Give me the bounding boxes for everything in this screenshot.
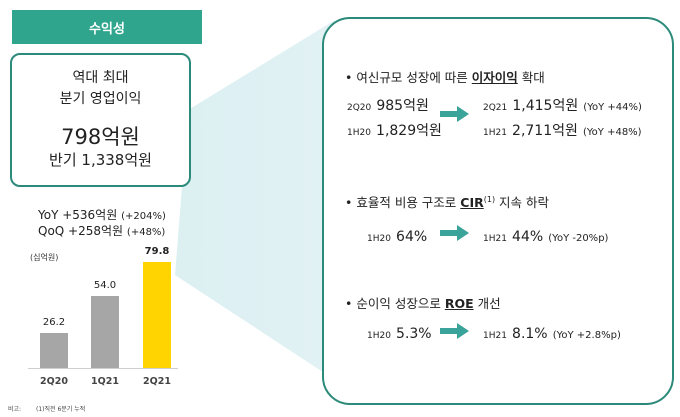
bullet-dot: •	[345, 70, 353, 85]
bullet-pre: 여신규모 성장에 따른	[356, 70, 472, 85]
metric-to: 2Q21 1,415억원 (YoY +44%)	[483, 95, 642, 115]
bar-1Q21	[91, 296, 119, 368]
bullet-sup: (1)	[483, 194, 496, 204]
yoy-note: (YoY -20%p)	[548, 233, 609, 244]
kpi-box: 역대 최대 분기 영업이익 798억원 반기 1,338억원	[10, 53, 191, 187]
period-label: 2Q21	[483, 103, 508, 113]
section-header: 수익성	[12, 10, 202, 44]
bullet-post: 개선	[473, 296, 501, 311]
x-tick-label: 1Q21	[91, 376, 119, 387]
qoq-pct: (+48%)	[126, 227, 166, 238]
metric-from: 1H20 5.3%	[367, 323, 432, 342]
bar-2Q21	[143, 262, 171, 368]
bar-value-label: 26.2	[42, 317, 66, 329]
metric-value: 44%	[512, 229, 544, 245]
metric-to: 1H21 2,711억원 (YoY +48%)	[483, 120, 642, 140]
qoq-text: QoQ +258억원	[38, 224, 124, 238]
metric-value: 5.3%	[396, 326, 432, 342]
metric-value: 64%	[396, 229, 428, 245]
kpi-line2: 분기 영업이익	[59, 91, 142, 107]
arrow-right-icon	[440, 323, 469, 339]
qoq-growth: QoQ +258억원 (+48%)	[38, 222, 165, 239]
bullet-key: ROE	[444, 296, 474, 311]
bullet-key: 이자이익	[471, 70, 518, 85]
metric-value: 1,829억원	[376, 123, 442, 139]
metric-to: 1H21 8.1% (YoY +2.8%p)	[483, 323, 621, 342]
bullet-pre: 효율적 비용 구조로	[356, 195, 461, 210]
yoy-text: YoY +536억원	[38, 208, 118, 222]
period-label: 1H20	[367, 331, 391, 341]
period-label: 1H21	[483, 331, 507, 341]
bullet-dot: •	[345, 296, 353, 311]
metric-from: 2Q20 985억원	[347, 95, 429, 115]
metric-value: 1,415억원	[512, 98, 579, 114]
period-label: 1H20	[367, 234, 391, 244]
chart-baseline	[28, 368, 178, 369]
metric-value: 985억원	[376, 98, 429, 114]
arrow-right-icon	[440, 106, 469, 122]
bar-value-label: 79.8	[144, 246, 170, 257]
metric-from: 1H20 64%	[367, 226, 427, 245]
metric-from: 1H20 1,829억원	[347, 120, 442, 140]
period-label: 1H21	[483, 128, 507, 138]
bullet-interest-income: • 여신규모 성장에 따른 이자이익 확대	[345, 67, 545, 86]
yoy-growth: YoY +536억원 (+204%)	[38, 206, 166, 223]
x-tick-label: 2Q21	[143, 376, 171, 387]
bullet-key: CIR	[460, 195, 484, 210]
highlights-panel	[322, 17, 674, 405]
footnote-text: (1)직전 6분기 누적	[36, 406, 86, 413]
metric-value: 2,711억원	[512, 123, 578, 139]
yoy-note: (YoY +2.8%p)	[552, 330, 621, 341]
period-label: 1H20	[347, 128, 371, 138]
bar-chart: 26.2 2Q20 54.0 1Q21 79.8 2Q21	[0, 0, 200, 417]
period-label: 2Q20	[347, 103, 372, 113]
yoy-note: (YoY +48%)	[582, 127, 642, 138]
arrow-right-icon	[440, 225, 469, 241]
metric-to: 1H21 44% (YoY -20%p)	[483, 226, 608, 245]
yoy-pct: (+204%)	[121, 211, 166, 222]
yoy-note: (YoY +44%)	[583, 102, 642, 113]
bar-2Q20	[40, 333, 68, 368]
metric-value: 8.1%	[512, 326, 548, 342]
bullet-post: 지속 하락	[495, 195, 550, 210]
footnote-label: 비고:	[8, 406, 22, 413]
bar-value-label: 54.0	[93, 280, 117, 292]
section-title: 수익성	[89, 21, 125, 37]
bullet-dot: •	[345, 195, 353, 210]
bullet-post: 확대	[517, 70, 545, 85]
kpi-half: 반기 1,338억원	[49, 151, 152, 169]
chart-unit-label: (십억원)	[30, 253, 59, 262]
bullet-roe: • 순이익 성장으로 ROE 개선	[345, 293, 501, 312]
kpi-line1: 역대 최대	[72, 70, 129, 86]
kpi-value: 798억원	[61, 125, 140, 149]
bullet-cir: • 효율적 비용 구조로 CIR(1) 지속 하락	[345, 192, 549, 211]
bullet-pre: 순이익 성장으로	[356, 296, 445, 311]
period-label: 1H21	[483, 234, 507, 244]
x-tick-label: 2Q20	[40, 376, 68, 387]
